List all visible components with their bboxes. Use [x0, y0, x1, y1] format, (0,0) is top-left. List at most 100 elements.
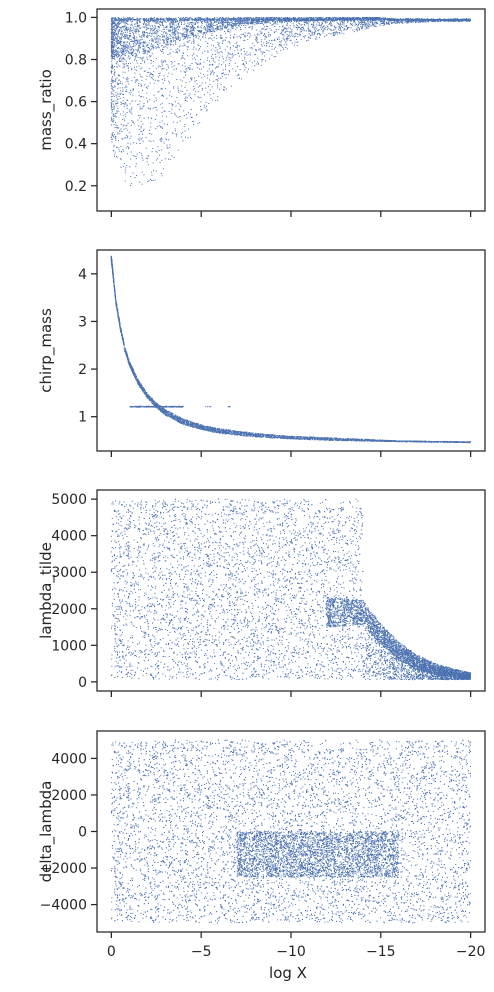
data-point	[115, 79, 116, 80]
data-point	[318, 30, 319, 31]
data-point	[237, 23, 238, 24]
data-point	[172, 37, 173, 38]
data-point	[131, 107, 132, 108]
data-point	[150, 30, 151, 31]
data-point	[211, 38, 212, 39]
data-point	[217, 17, 218, 18]
data-point	[148, 50, 149, 51]
data-point	[150, 141, 151, 142]
data-point	[170, 41, 171, 42]
data-point	[155, 42, 156, 43]
data-point	[161, 34, 162, 35]
data-point	[113, 54, 114, 55]
data-point	[353, 22, 354, 23]
data-point	[147, 44, 148, 45]
data-point	[112, 133, 113, 134]
data-point	[311, 35, 312, 36]
data-point	[201, 101, 202, 102]
data-point	[330, 21, 331, 22]
data-point	[141, 153, 142, 154]
data-point	[151, 63, 152, 64]
data-point	[135, 166, 136, 167]
data-point	[117, 34, 118, 35]
data-point	[143, 24, 144, 25]
data-point	[127, 130, 128, 131]
data-point	[212, 29, 213, 30]
data-point	[281, 17, 282, 18]
data-point	[304, 18, 305, 19]
data-point	[192, 33, 193, 34]
data-point	[199, 30, 200, 31]
data-point	[282, 34, 283, 35]
data-point	[154, 25, 155, 26]
data-point	[237, 36, 238, 37]
data-point	[159, 150, 160, 151]
data-point	[113, 118, 114, 119]
data-point	[117, 54, 118, 55]
data-point	[151, 118, 152, 119]
data-point	[270, 28, 271, 29]
data-point	[247, 72, 248, 73]
data-point	[247, 39, 248, 40]
data-point	[271, 40, 272, 41]
data-point	[126, 91, 127, 92]
data-point	[122, 31, 123, 32]
data-point	[197, 64, 198, 65]
data-point	[228, 24, 229, 25]
data-point	[119, 66, 120, 67]
data-point	[160, 138, 161, 139]
data-point	[313, 24, 314, 25]
data-point	[112, 51, 113, 52]
data-point	[210, 30, 211, 31]
data-point	[366, 23, 367, 24]
data-point	[152, 148, 153, 149]
data-point	[211, 31, 212, 32]
data-point	[116, 29, 117, 30]
data-point	[164, 27, 165, 28]
data-point	[112, 23, 113, 24]
data-point	[141, 84, 142, 85]
data-point	[373, 24, 374, 25]
data-point	[134, 53, 135, 54]
data-point	[302, 27, 303, 28]
data-point	[253, 70, 254, 71]
data-point	[256, 22, 257, 23]
data-point	[184, 23, 185, 24]
data-point	[120, 158, 121, 159]
data-point	[124, 30, 125, 31]
data-point	[126, 23, 127, 24]
data-point	[181, 24, 182, 25]
data-point	[266, 29, 267, 30]
data-point	[256, 50, 257, 51]
data-point	[308, 25, 309, 26]
data-point	[155, 23, 156, 24]
data-point	[112, 76, 113, 77]
data-point	[117, 103, 118, 104]
data-point	[116, 127, 117, 128]
data-point	[310, 31, 311, 32]
data-point	[116, 110, 117, 111]
data-point	[159, 24, 160, 25]
data-point	[222, 52, 223, 53]
data-point	[341, 21, 342, 22]
data-point	[129, 111, 130, 112]
data-point	[202, 23, 203, 24]
data-point	[143, 41, 144, 42]
data-point	[127, 47, 128, 48]
data-point	[114, 156, 115, 157]
data-point	[162, 175, 163, 176]
data-point	[285, 17, 286, 18]
data-point	[427, 21, 428, 22]
data-point	[298, 27, 299, 28]
data-point	[233, 55, 234, 56]
data-point	[239, 56, 240, 57]
data-point	[201, 109, 202, 110]
data-point	[368, 26, 369, 27]
data-point	[261, 21, 262, 22]
data-point	[139, 20, 140, 21]
data-point	[132, 95, 133, 96]
data-point	[140, 96, 141, 97]
data-point	[264, 52, 265, 53]
data-point	[195, 91, 196, 92]
data-point	[117, 105, 118, 106]
